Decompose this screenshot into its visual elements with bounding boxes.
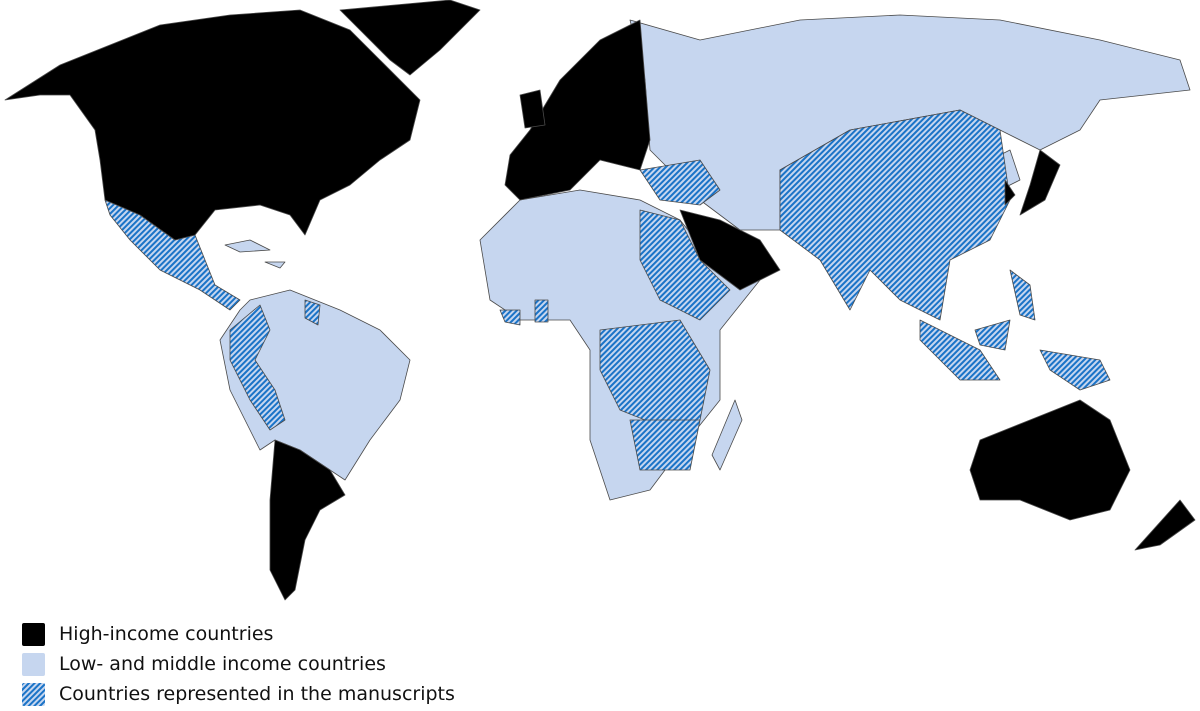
legend-label: High-income countries — [59, 623, 274, 645]
region-australia — [969, 399, 1131, 521]
legend-label: Low- and middle income countries — [59, 653, 386, 675]
region-japan-korea — [1004, 149, 1061, 216]
region-madagascar — [711, 399, 743, 471]
legend-label: Countries represented in the manuscripts — [59, 683, 455, 705]
region-europe — [504, 19, 651, 201]
region-guyana — [304, 299, 321, 326]
high-income-swatch — [22, 622, 45, 646]
region-southern-africa — [629, 419, 701, 471]
region-north-america — [4, 9, 421, 241]
region-china-south-asia — [779, 109, 1011, 321]
region-south-america — [219, 289, 411, 481]
region-uk — [519, 89, 546, 129]
world-map — [4, 0, 1196, 601]
region-northeast-africa — [639, 209, 731, 321]
region-caribbean — [224, 239, 286, 269]
represented-swatch — [22, 682, 45, 706]
region-west-africa — [499, 299, 549, 326]
legend-item-high-income: High-income countries — [22, 619, 455, 649]
legend-item-low-middle-income: Low- and middle income countries — [22, 649, 455, 679]
legend: High-income countries Low- and middle in… — [22, 619, 455, 709]
region-arabian-peninsula — [679, 209, 781, 291]
region-southern-cone — [269, 439, 346, 601]
region-andean-countries — [229, 304, 286, 431]
low-middle-income-swatch — [22, 652, 45, 676]
legend-item-represented: Countries represented in the manuscripts — [22, 679, 455, 709]
region-new-zealand — [1134, 499, 1196, 551]
region-southeast-asia — [919, 269, 1111, 391]
region-greenland — [339, 0, 481, 76]
region-middle-east — [639, 159, 721, 206]
